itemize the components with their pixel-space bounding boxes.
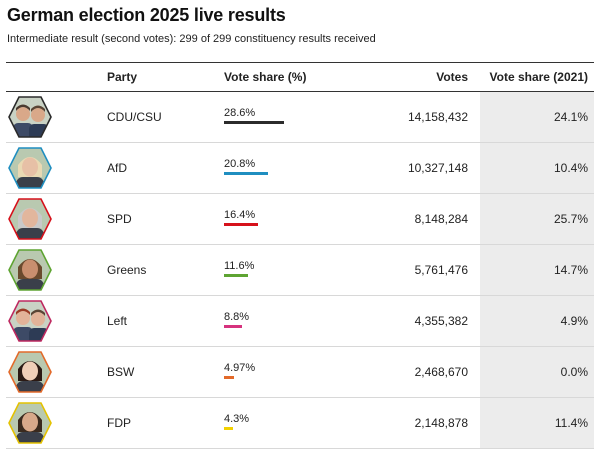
row-2021-background bbox=[480, 296, 594, 346]
party-name: SPD bbox=[107, 212, 132, 226]
vote-share-label: 8.8% bbox=[224, 311, 250, 323]
vote-share-label: 4.97% bbox=[224, 362, 256, 374]
vote-share-bar bbox=[224, 172, 268, 175]
votes-count: 2,148,878 bbox=[414, 416, 468, 430]
two-men-portrait-icon bbox=[8, 96, 52, 138]
man-portrait-icon bbox=[8, 198, 52, 240]
vote-share-bar bbox=[224, 274, 248, 277]
vote-share-cell: 16.4% bbox=[224, 209, 258, 226]
vote-share-bar bbox=[224, 223, 258, 226]
vote-share-label: 28.6% bbox=[224, 107, 256, 119]
votes-count: 2,468,670 bbox=[414, 365, 468, 379]
page-subtitle: Intermediate result (second votes): 299 … bbox=[7, 33, 376, 45]
votes-count: 4,355,382 bbox=[414, 314, 468, 328]
votes-count: 14,158,432 bbox=[407, 110, 468, 124]
vote-share-bar bbox=[224, 325, 242, 328]
vote-share-cell: 4.3% bbox=[224, 413, 249, 430]
party-name: FDP bbox=[107, 416, 131, 430]
table-row: FDP 4.3% 2,148,878 11.4% bbox=[6, 398, 594, 449]
party-name: AfD bbox=[107, 161, 128, 175]
vote-share-2021: 25.7% bbox=[553, 212, 588, 226]
vote-share-2021: 14.7% bbox=[553, 263, 588, 277]
party-name: CDU/CSU bbox=[107, 110, 162, 124]
two-people-portrait-icon bbox=[8, 300, 52, 342]
table-row: AfD 20.8% 10,327,148 10.4% bbox=[6, 143, 594, 194]
table-row: CDU/CSU 28.6% 14,158,432 24.1% bbox=[6, 92, 594, 143]
man-portrait-icon bbox=[8, 402, 52, 444]
vote-share-2021: 11.4% bbox=[554, 416, 588, 430]
vote-share-cell: 11.6% bbox=[224, 260, 254, 277]
vote-share-cell: 28.6% bbox=[224, 107, 284, 124]
vote-share-label: 16.4% bbox=[224, 209, 256, 221]
votes-count: 5,761,476 bbox=[414, 263, 468, 277]
vote-share-2021: 4.9% bbox=[560, 314, 588, 328]
table-row: Greens 11.6% 5,761,476 14.7% bbox=[6, 245, 594, 296]
row-2021-background bbox=[480, 245, 594, 295]
row-2021-background bbox=[480, 92, 594, 142]
vote-share-label: 11.6% bbox=[224, 260, 255, 272]
vote-share-2021: 0.0% bbox=[560, 365, 588, 379]
table-row: SPD 16.4% 8,148,284 25.7% bbox=[6, 194, 594, 245]
page-title: German election 2025 live results bbox=[7, 5, 286, 25]
vote-share-cell: 20.8% bbox=[224, 158, 268, 175]
party-name: BSW bbox=[107, 365, 135, 379]
table-row: BSW 4.97% 2,468,670 0.0% bbox=[6, 347, 594, 398]
table-row: Left 8.8% 4,355,382 4.9% bbox=[6, 296, 594, 347]
vote-share-2021: 24.1% bbox=[553, 110, 588, 124]
vote-share-bar bbox=[224, 427, 233, 430]
woman-portrait-icon bbox=[8, 351, 52, 393]
row-2021-background bbox=[480, 398, 594, 448]
header-party: Party bbox=[107, 70, 138, 84]
row-2021-background bbox=[480, 347, 594, 397]
vote-share-bar bbox=[224, 376, 234, 379]
woman-portrait-icon bbox=[8, 147, 52, 189]
votes-count: 8,148,284 bbox=[414, 212, 468, 226]
table-body: CDU/CSU 28.6% 14,158,432 24.1% AfD 20.8% 10,32… bbox=[6, 92, 594, 449]
header-vote-share-2021: Vote share (2021) bbox=[489, 70, 589, 84]
vote-share-cell: 4.97% bbox=[224, 362, 255, 379]
row-2021-background bbox=[480, 194, 594, 244]
party-name: Left bbox=[107, 314, 128, 328]
header-votes: Votes bbox=[436, 70, 468, 84]
vote-share-2021: 10.4% bbox=[553, 161, 588, 175]
results-table: Party Vote share (%) Votes Vote share (2… bbox=[6, 62, 594, 449]
vote-share-label: 4.3% bbox=[224, 413, 250, 425]
man-portrait-icon bbox=[8, 249, 52, 291]
row-2021-background bbox=[480, 143, 594, 193]
votes-count: 10,327,148 bbox=[407, 161, 468, 175]
vote-share-label: 20.8% bbox=[224, 158, 256, 170]
table-header: Party Vote share (%) Votes Vote share (2… bbox=[6, 63, 594, 92]
party-name: Greens bbox=[107, 263, 147, 277]
vote-share-bar bbox=[224, 121, 284, 124]
vote-share-cell: 8.8% bbox=[224, 311, 249, 328]
header-vote-share: Vote share (%) bbox=[224, 70, 307, 84]
